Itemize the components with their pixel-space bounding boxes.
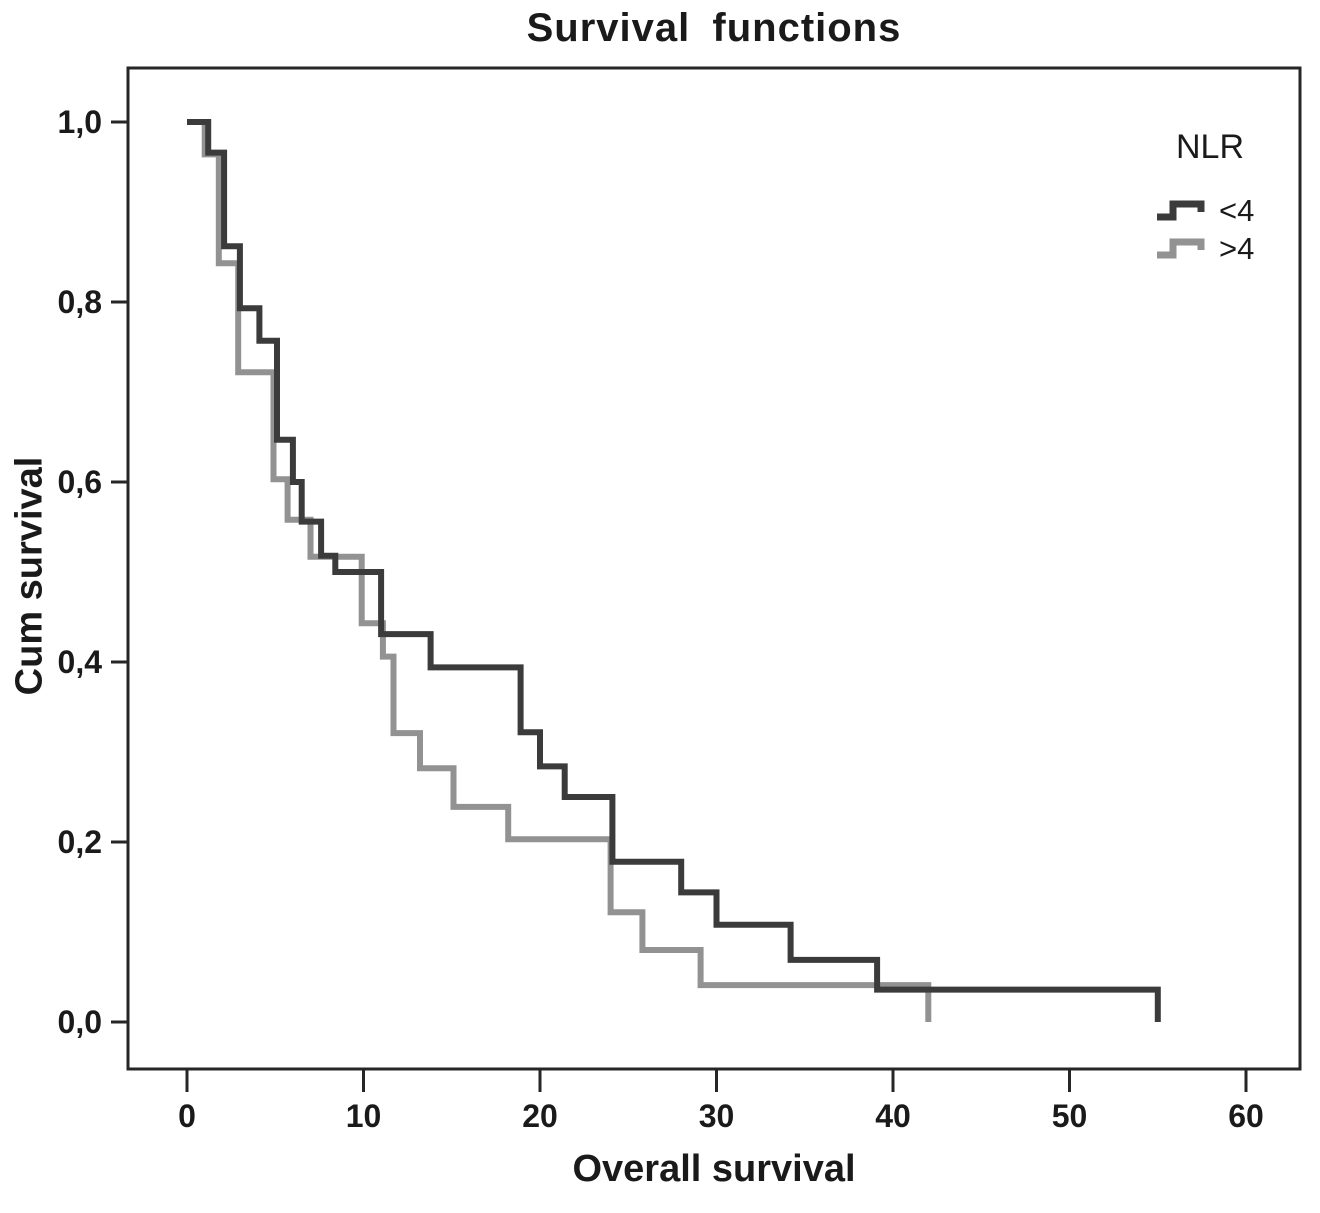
x-axis-tick-label: 30 [699,1098,735,1134]
x-axis-tick-label: 60 [1228,1098,1264,1134]
y-axis-tick-label: 1,0 [58,104,102,140]
legend-label: >4 [1219,230,1255,266]
step-line-icon [1157,200,1205,221]
survival-curve-nlr-lt4 [187,119,1161,1022]
y-axis-tick-label: 0,8 [58,284,102,320]
y-axis-title: Cum survival [8,456,51,696]
legend-entry-nlr-gt4: >4 [1155,230,1254,266]
legend-title: NLR [1175,128,1245,166]
y-axis-tick-label: 0,4 [58,644,103,680]
x-axis-tick-label: 20 [522,1098,558,1134]
x-axis-tick-label: 40 [875,1098,911,1134]
y-axis-tick-label: 0,6 [58,464,102,500]
legend-label: <4 [1219,192,1255,228]
plot-frame [126,66,1302,1071]
chart-title: Survival functions [526,6,902,50]
legend-entry-nlr-lt4: <4 [1155,192,1254,228]
x-axis-tick-label: 10 [346,1098,382,1134]
y-axis-tick-label: 0,2 [58,824,102,860]
step-line-icon [1157,238,1205,259]
survival-curve-nlr-gt4 [187,119,932,1022]
x-axis-tick-label: 0 [178,1098,196,1134]
x-axis-title: Overall survival [572,1148,856,1190]
x-axis-tick-label: 50 [1052,1098,1088,1134]
y-axis-tick-label: 0,0 [58,1004,102,1040]
